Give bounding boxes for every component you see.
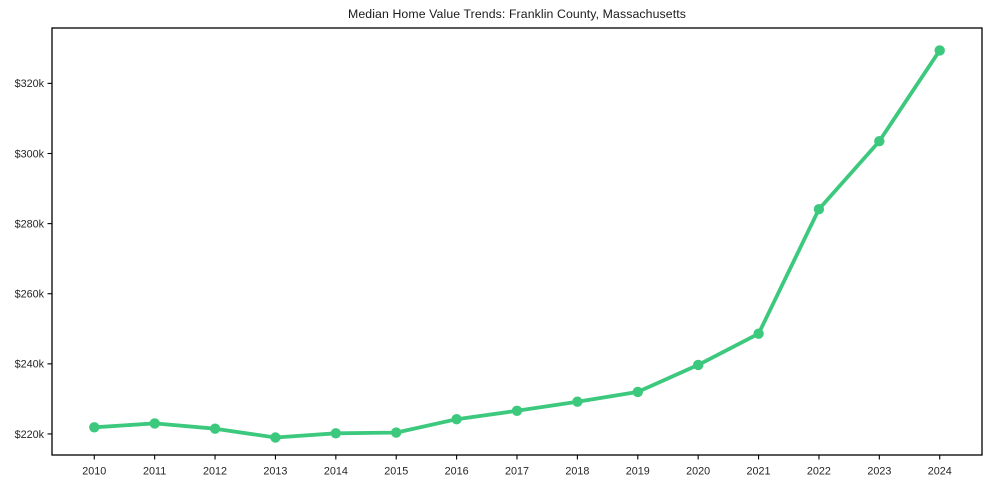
- y-axis-tick-label: $240k: [15, 359, 45, 371]
- x-axis-tick-label: 2018: [565, 466, 589, 478]
- x-axis-tick-label: 2022: [807, 466, 831, 478]
- data-point: [391, 427, 402, 438]
- y-axis-tick-label: $300k: [15, 148, 45, 160]
- y-axis-tick-label: $220k: [15, 429, 45, 441]
- x-axis-tick-label: 2024: [928, 466, 952, 478]
- x-axis-tick-label: 2015: [384, 466, 408, 478]
- y-axis-tick-label: $320k: [15, 78, 45, 90]
- x-axis-tick-label: 2013: [263, 466, 287, 478]
- data-point: [511, 405, 523, 416]
- data-point: [693, 359, 704, 371]
- x-axis-tick-label: 2020: [686, 466, 710, 478]
- chart-title: Median Home Value Trends: Franklin Count…: [348, 7, 686, 21]
- data-point: [89, 422, 100, 433]
- data-point: [451, 414, 462, 425]
- x-axis-tick-label: 2019: [626, 466, 650, 478]
- data-point: [753, 328, 764, 339]
- x-axis-tick-label: 2017: [505, 466, 529, 478]
- x-axis-tick-label: 2012: [203, 466, 227, 478]
- data-point: [572, 396, 583, 407]
- data-point: [813, 204, 825, 215]
- data-point: [149, 418, 160, 429]
- x-axis-tick-label: 2011: [143, 466, 166, 478]
- x-axis-tick-label: 2014: [324, 466, 348, 478]
- data-point: [874, 136, 885, 147]
- data-line: [92, 48, 942, 440]
- data-point: [632, 386, 643, 398]
- data-point: [270, 432, 281, 443]
- data-point: [330, 428, 341, 439]
- data-point: [934, 45, 945, 56]
- x-axis-tick-label: 2010: [82, 466, 106, 478]
- x-axis-tick-label: 2023: [867, 466, 891, 478]
- y-axis-tick-label: $280k: [15, 218, 45, 230]
- data-point: [209, 423, 221, 434]
- axes-frame: [51, 27, 983, 456]
- x-axis-tick-label: 2021: [747, 466, 771, 478]
- y-axis-tick-label: $260k: [15, 289, 45, 301]
- x-axis-tick-label: 2016: [445, 466, 469, 478]
